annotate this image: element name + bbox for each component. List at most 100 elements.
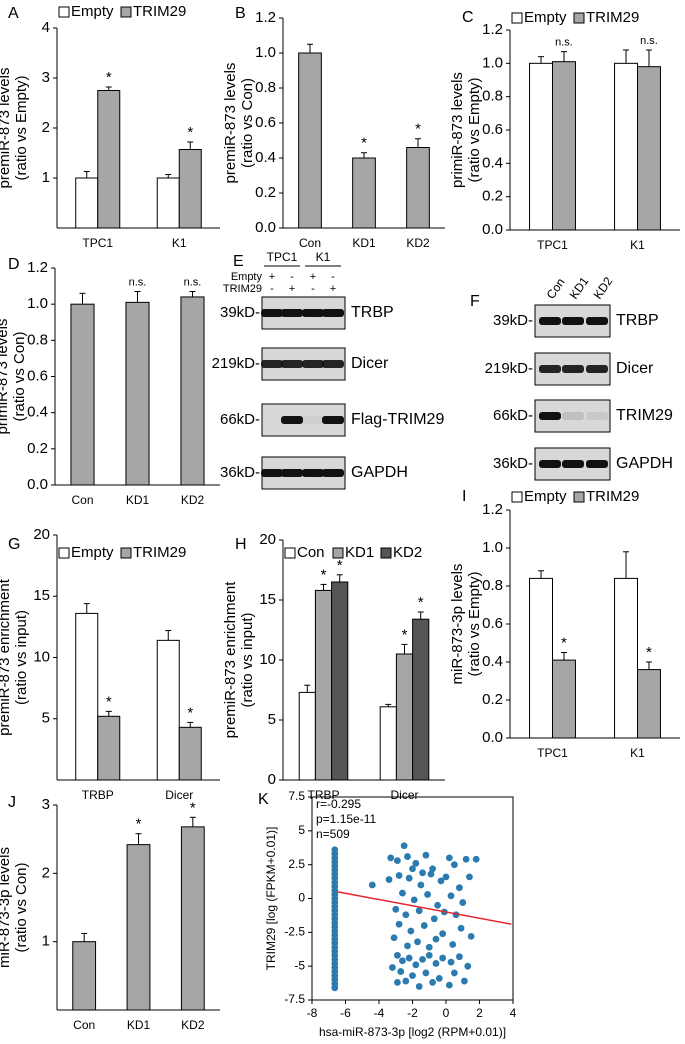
point <box>425 943 433 951</box>
point <box>437 877 445 885</box>
y-tick-label: 2 <box>42 864 50 881</box>
blot-band <box>302 309 324 317</box>
y-tick-label: 0 <box>268 771 276 788</box>
bar <box>614 577 638 739</box>
condition-mark: - <box>290 271 294 283</box>
bar <box>406 147 430 229</box>
y-axis-label: (ratio vs Con) <box>13 862 30 952</box>
x-tick-label: 0 <box>443 1006 450 1020</box>
panel-letter: C <box>462 9 474 26</box>
panel-letter: D <box>8 256 20 273</box>
y-axis-label: premiR-873 levels <box>222 63 239 184</box>
marker-label: 36kD- <box>220 464 260 481</box>
y-axis-label: miR-873-3p levels <box>0 847 13 968</box>
condition-mark: + <box>269 271 275 283</box>
point <box>399 889 406 897</box>
point <box>415 983 423 990</box>
protein-label: Flag-TRIM29 <box>351 411 444 428</box>
point <box>432 960 440 967</box>
y-tick-label: 0.4 <box>482 154 503 171</box>
point <box>427 870 435 878</box>
significance-label: n.s. <box>640 35 658 47</box>
bar <box>395 653 414 781</box>
point <box>439 930 447 938</box>
bar <box>298 691 316 781</box>
legend-label: KD2 <box>393 544 422 561</box>
bar <box>156 177 180 229</box>
point <box>467 932 475 940</box>
point <box>395 872 403 879</box>
bar <box>298 52 322 229</box>
x-tick-label: TPC1 <box>537 746 568 760</box>
point <box>395 920 403 928</box>
y-tick-label: 1.0 <box>255 44 276 61</box>
panel-letter: E <box>233 253 244 270</box>
legend-label: TRIM29 <box>586 9 639 26</box>
y-axis-label: (ratio vs Empty) <box>13 75 30 180</box>
blot-band <box>586 460 608 468</box>
point <box>390 934 398 942</box>
point <box>402 977 410 985</box>
condition-mark: - <box>311 283 315 295</box>
legend-swatch <box>58 547 70 559</box>
protein-label: TRIM29 <box>616 407 673 424</box>
y-tick-label: 0.0 <box>255 219 276 236</box>
point <box>457 924 465 932</box>
legend-swatch <box>58 6 70 18</box>
legend-label: TRIM29 <box>586 488 639 505</box>
y-axis-label: (ratio vs Empty) <box>466 571 483 676</box>
y-tick-label: 3 <box>42 69 50 86</box>
blot-band <box>261 309 283 317</box>
legend-swatch <box>573 491 585 503</box>
bar <box>156 639 180 781</box>
y-tick-label: 0.6 <box>482 615 503 632</box>
y-tick-label: 0.2 <box>482 188 503 205</box>
y-axis-label: (ratio vs input) <box>239 612 256 707</box>
point <box>435 974 443 982</box>
x-tick-label: TPC1 <box>537 238 568 252</box>
legend-label: TRIM29 <box>133 544 186 561</box>
bar <box>529 62 553 231</box>
condition-mark: + <box>330 283 336 295</box>
y-tick-label: 0.8 <box>482 88 503 105</box>
panel-letter: F <box>470 293 480 310</box>
y-tick-label: 15 <box>259 591 276 608</box>
y-axis-label: premiR-873 levels <box>0 68 13 189</box>
legend-label: Empty <box>71 3 114 20</box>
x-tick-label: Con <box>299 236 321 250</box>
y-axis-label: (ratio vs input) <box>13 610 30 705</box>
point <box>387 854 395 862</box>
marker-label: 219kD- <box>485 360 533 377</box>
bar <box>97 90 121 229</box>
point <box>459 899 467 906</box>
y-tick-label: 0.8 <box>482 577 503 594</box>
significance-label: * <box>337 557 343 574</box>
y-tick-label: 2.5 <box>288 857 305 871</box>
point <box>466 873 473 881</box>
bar <box>352 157 376 229</box>
significance-label: * <box>415 121 421 138</box>
blot-band <box>281 469 303 477</box>
y-tick-label: 0.6 <box>255 114 276 131</box>
x-tick-label: K1 <box>172 236 187 250</box>
x-tick-label: Con <box>71 493 93 507</box>
significance-label: n.s. <box>555 37 573 49</box>
point <box>449 941 457 948</box>
point <box>409 865 416 873</box>
bar <box>331 581 349 781</box>
point <box>397 968 405 975</box>
y-tick-label: 20 <box>33 526 50 543</box>
point <box>405 954 413 962</box>
marker-label: 66kD- <box>493 407 533 424</box>
legend-swatch <box>332 547 344 559</box>
y-tick-label: 0.0 <box>482 221 503 238</box>
lane-label: Con <box>544 275 568 301</box>
marker-label: 219kD- <box>212 355 260 372</box>
x-tick-label: KD2 <box>181 1018 205 1032</box>
bar <box>180 826 205 1011</box>
bar <box>379 706 397 781</box>
blot-band <box>302 360 324 368</box>
y-tick-label: 0.2 <box>27 440 48 457</box>
protein-label: GAPDH <box>616 455 673 472</box>
